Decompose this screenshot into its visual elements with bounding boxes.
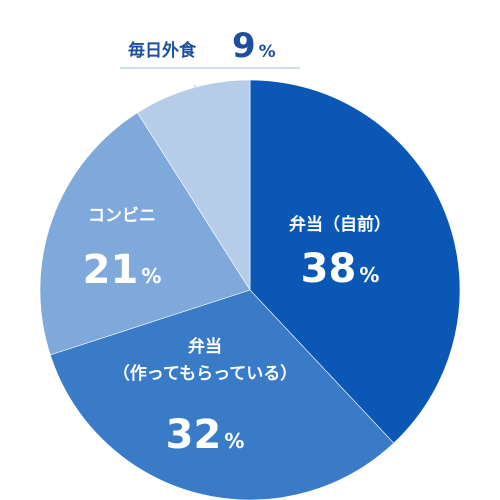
slice-value-label: 21% (83, 247, 162, 293)
pie-slice (49, 289, 395, 500)
slice-category-label: （作ってもらっている） (113, 363, 297, 384)
slice-category-label: 弁当 (188, 336, 222, 357)
slice-category-label: コンビニ (88, 206, 156, 226)
slice-value-label: 38% (301, 246, 380, 292)
pie-slice (39, 112, 251, 356)
pie-slice (249, 79, 461, 444)
slice-value-label: 9% (232, 26, 276, 66)
slice-category-label: 弁当（自前） (289, 214, 391, 235)
pie-slice (137, 79, 251, 292)
slice-category-label: 毎日外食 (128, 40, 197, 61)
slice-value-label: 32% (166, 412, 245, 458)
